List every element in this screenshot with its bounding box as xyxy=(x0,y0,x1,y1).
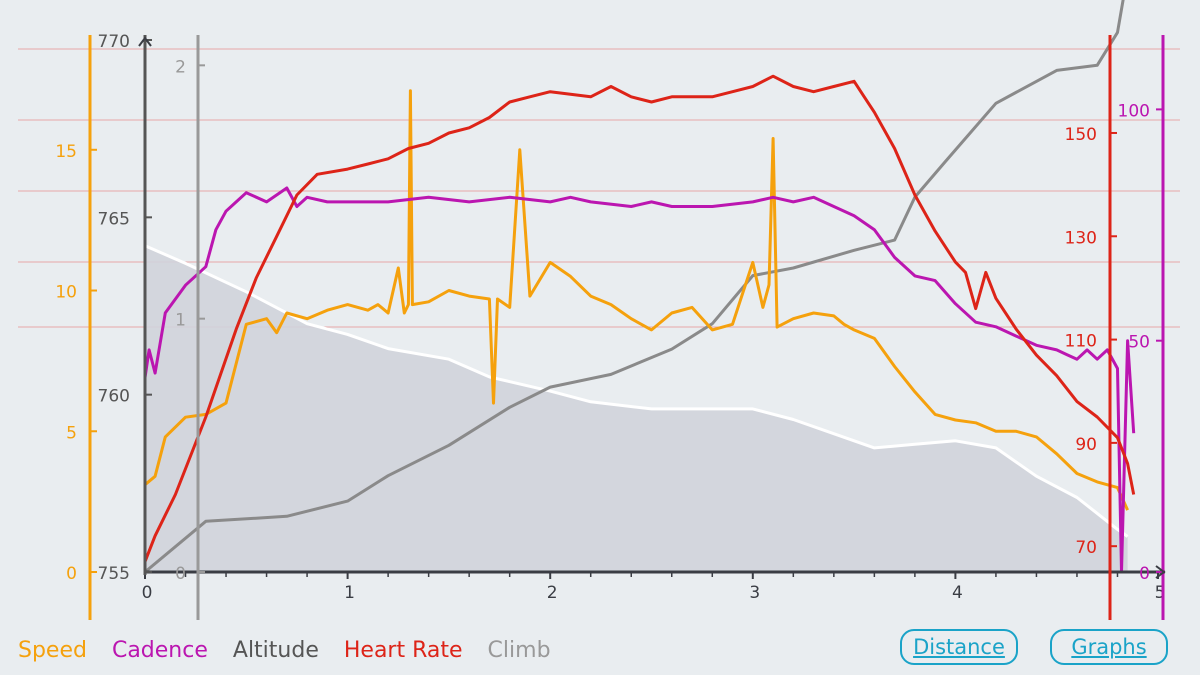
x-tick-label: 4 xyxy=(952,583,963,603)
legend-cadence[interactable]: Cadence xyxy=(111,638,208,663)
climb-tick-label: 0 xyxy=(175,564,186,584)
speed-tick-label: 0 xyxy=(66,564,77,584)
cadence-tick-label: 50 xyxy=(1128,333,1150,353)
x-tick-label: 5 xyxy=(1155,583,1166,603)
series-speed xyxy=(144,89,1129,511)
speed-tick-label: 15 xyxy=(55,142,77,162)
climb-tick-label: 2 xyxy=(175,57,186,77)
altitude-axis-arrow xyxy=(138,36,152,47)
x-tick-label: 0 xyxy=(142,583,153,603)
heart-rate-tick-label: 70 xyxy=(1075,538,1097,558)
legend-altitude[interactable]: Altitude xyxy=(232,638,319,663)
climb-tick-label: 1 xyxy=(175,311,186,331)
chart-legend: Speed Cadence Altitude Heart Rate Climb xyxy=(18,638,569,663)
series-cadence xyxy=(143,186,1136,574)
series-altitude xyxy=(144,244,1129,538)
x-tick-label: 3 xyxy=(749,583,760,603)
x-tick-label: 2 xyxy=(547,583,558,603)
legend-heart-rate[interactable]: Heart Rate xyxy=(343,638,463,663)
x-tick-label: 1 xyxy=(344,583,355,603)
legend-climb[interactable]: Climb xyxy=(487,638,551,663)
graphs-button[interactable]: Graphs xyxy=(1050,629,1168,665)
x-axis-arrow xyxy=(1155,565,1166,579)
altitude-area xyxy=(145,245,1128,572)
heart-rate-tick-label: 90 xyxy=(1075,435,1097,455)
speed-tick-label: 10 xyxy=(55,283,77,303)
series-climb xyxy=(144,0,1125,574)
heart-rate-tick-label: 130 xyxy=(1065,228,1097,248)
cadence-tick-label: 0 xyxy=(1139,564,1150,584)
speed-tick-label: 5 xyxy=(66,423,77,443)
distance-button[interactable]: Distance xyxy=(900,629,1018,665)
heart-rate-tick-label: 150 xyxy=(1065,125,1097,145)
series-heart-rate xyxy=(143,74,1136,563)
altitude-tick-label: 765 xyxy=(98,209,130,229)
legend-speed[interactable]: Speed xyxy=(18,638,87,663)
cadence-tick-label: 100 xyxy=(1118,101,1150,121)
altitude-tick-label: 755 xyxy=(98,564,130,584)
altitude-tick-label: 770 xyxy=(98,32,130,52)
heart-rate-tick-label: 110 xyxy=(1065,332,1097,352)
altitude-tick-label: 760 xyxy=(98,387,130,407)
